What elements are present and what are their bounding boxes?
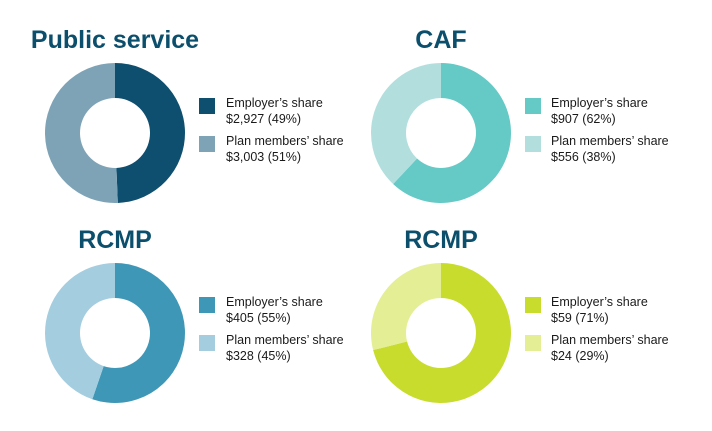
chart-title: Public service xyxy=(31,26,199,54)
chart-panel-rcmp-left: RCMP Employer’s share $405 (55%) Plan me… xyxy=(45,226,344,404)
donut-slice-employer xyxy=(393,63,511,203)
legend-swatch-plan-members xyxy=(525,136,541,152)
donut-rcmp-left xyxy=(45,263,186,404)
donut-rcmp-right xyxy=(371,263,511,403)
legend-label-employer: Employer’s share xyxy=(551,96,648,110)
legend-label-employer: Employer’s share xyxy=(226,96,323,110)
donut-slice-plan-members xyxy=(45,263,115,400)
legend: Employer’s share $405 (55%) Plan members… xyxy=(199,295,344,363)
donut-slice-plan-members xyxy=(371,263,441,351)
legend-value-employer: $2,927 (49%) xyxy=(226,112,301,126)
legend-value-plan-members: $556 (38%) xyxy=(551,150,616,164)
legend-value-employer: $907 (62%) xyxy=(551,112,616,126)
legend-value-plan-members: $24 (29%) xyxy=(551,349,609,363)
legend-swatch-employer xyxy=(199,98,215,114)
legend-value-employer: $405 (55%) xyxy=(226,311,291,325)
chart-title: RCMP xyxy=(78,226,152,254)
chart-title: RCMP xyxy=(404,226,478,254)
legend-label-employer: Employer’s share xyxy=(226,295,323,309)
donut-slice-plan-members xyxy=(371,63,441,185)
donut-public-service xyxy=(44,63,185,203)
legend: Employer’s share $59 (71%) Plan members’… xyxy=(525,295,669,363)
legend-swatch-plan-members xyxy=(199,335,215,351)
donut-slice-employer xyxy=(373,263,511,403)
legend-label-employer: Employer’s share xyxy=(551,295,648,309)
legend-label-plan-members: Plan members’ share xyxy=(226,333,344,347)
legend-swatch-plan-members xyxy=(199,136,215,152)
legend-label-plan-members: Plan members’ share xyxy=(551,134,669,148)
legend-value-plan-members: $3,003 (51%) xyxy=(226,150,301,164)
legend-value-employer: $59 (71%) xyxy=(551,311,609,325)
donut-caf xyxy=(371,63,511,203)
legend-swatch-plan-members xyxy=(525,335,541,351)
chart-panel-caf: CAF Employer’s share $907 (62%) Plan mem… xyxy=(371,26,669,203)
chart-title: CAF xyxy=(415,26,466,54)
donut-slice-employer xyxy=(92,263,186,404)
chart-panel-public-service: Public service Employer’s share $2,927 (… xyxy=(31,26,344,203)
legend-value-plan-members: $328 (45%) xyxy=(226,349,291,363)
legend: Employer’s share $2,927 (49%) Plan membe… xyxy=(199,96,344,164)
legend-swatch-employer xyxy=(525,297,541,313)
donut-slice-plan-members xyxy=(44,63,118,203)
chart-panel-rcmp-right: RCMP Employer’s share $59 (71%) Plan mem… xyxy=(371,226,669,403)
donut-slice-employer xyxy=(115,63,185,203)
legend: Employer’s share $907 (62%) Plan members… xyxy=(525,96,669,164)
legend-label-plan-members: Plan members’ share xyxy=(551,333,669,347)
legend-label-plan-members: Plan members’ share xyxy=(226,134,344,148)
legend-swatch-employer xyxy=(199,297,215,313)
legend-swatch-employer xyxy=(525,98,541,114)
